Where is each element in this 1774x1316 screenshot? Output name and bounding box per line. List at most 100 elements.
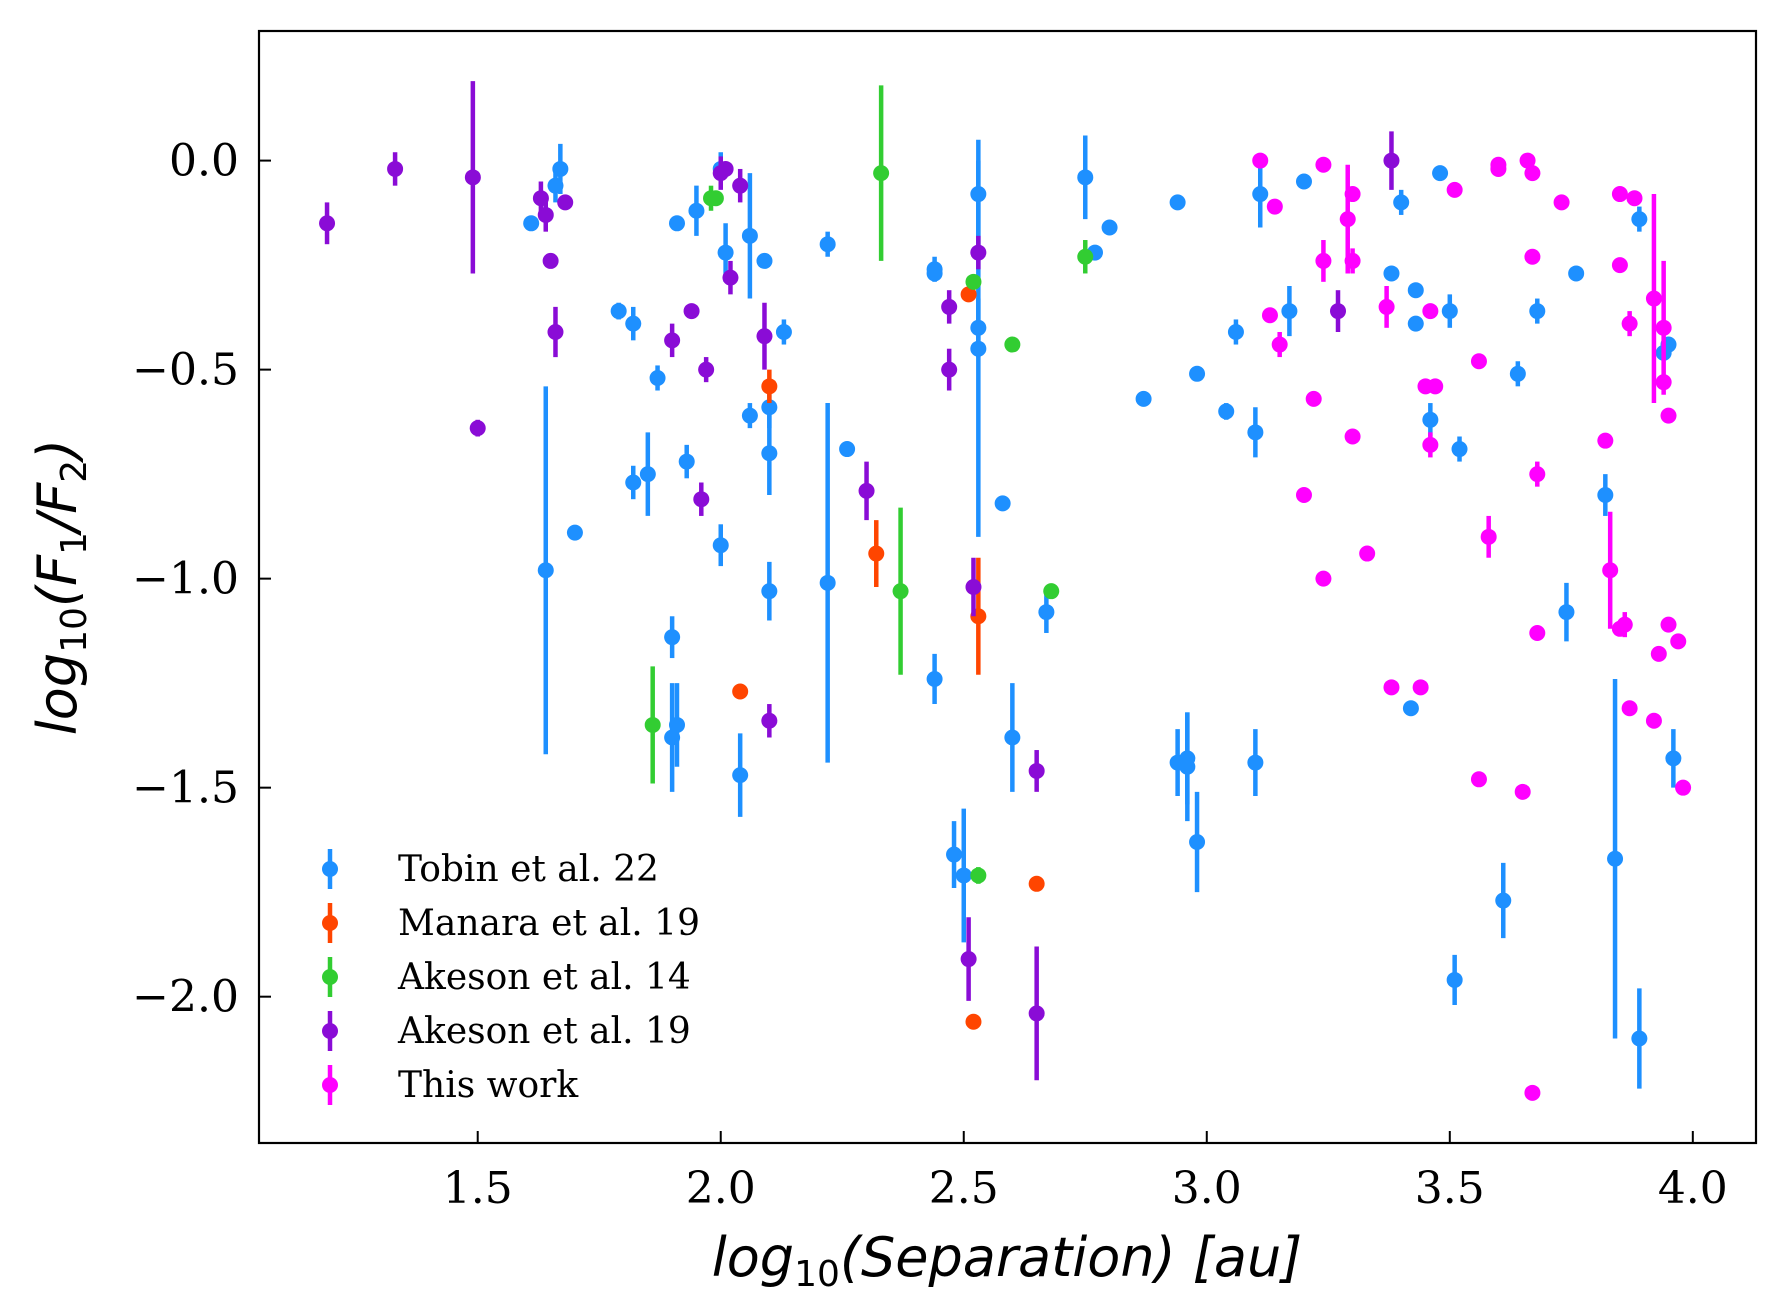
data-point <box>523 215 540 232</box>
data-point <box>761 583 778 600</box>
data-point <box>1616 616 1633 633</box>
data-point <box>1553 194 1570 211</box>
data-point <box>941 361 958 378</box>
data-point <box>1645 290 1662 307</box>
data-point <box>566 524 583 541</box>
data-point <box>1529 303 1546 320</box>
data-point <box>537 562 554 579</box>
data-point <box>668 716 685 733</box>
x-tick-label: 2.5 <box>929 1163 999 1214</box>
data-point <box>1451 441 1468 458</box>
data-point <box>761 712 778 729</box>
data-point <box>1189 834 1206 851</box>
data-point <box>1252 152 1269 169</box>
data-point <box>1295 487 1312 504</box>
data-point <box>1645 712 1662 729</box>
legend-marker <box>322 861 338 877</box>
data-point <box>319 215 336 232</box>
data-point <box>941 298 958 315</box>
data-point <box>1077 169 1094 186</box>
data-point <box>1631 1030 1648 1047</box>
data-point <box>839 441 856 458</box>
data-point <box>1446 181 1463 198</box>
data-point <box>1422 411 1439 428</box>
data-point <box>693 491 710 508</box>
data-point <box>1101 219 1118 236</box>
data-point <box>1490 160 1507 177</box>
data-point <box>1038 604 1055 621</box>
data-point <box>557 194 574 211</box>
x-tick-label: 1.5 <box>443 1163 513 1214</box>
data-point <box>1383 265 1400 282</box>
data-point <box>1480 528 1497 545</box>
data-point <box>1339 211 1356 228</box>
data-point <box>542 252 559 269</box>
data-point <box>960 286 977 303</box>
data-point <box>1597 432 1614 449</box>
data-point <box>1495 892 1512 909</box>
data-point <box>965 579 982 595</box>
data-point <box>873 165 890 182</box>
data-point <box>1675 779 1692 796</box>
data-point <box>678 453 695 470</box>
data-point <box>732 767 749 784</box>
data-point <box>1218 403 1235 420</box>
data-point <box>1004 729 1021 746</box>
data-point <box>1189 365 1206 382</box>
data-point <box>732 683 749 700</box>
legend-label: Akeson et al. 19 <box>397 1011 691 1052</box>
legend-marker <box>322 915 338 931</box>
data-point <box>610 303 627 320</box>
data-point <box>1524 165 1541 182</box>
data-point <box>1558 604 1575 621</box>
legend-marker <box>322 1023 338 1039</box>
series-3 <box>644 85 1094 884</box>
plot-frame <box>257 29 1758 1145</box>
data-point <box>926 265 943 282</box>
data-point <box>1344 252 1361 269</box>
data-point <box>1602 562 1619 579</box>
data-point <box>1407 315 1424 332</box>
x-axis-title: log10(Separation) [au] <box>712 1226 1303 1295</box>
data-point <box>1252 186 1269 203</box>
data-point <box>722 269 739 286</box>
data-point <box>1432 165 1449 182</box>
data-point <box>858 482 875 499</box>
data-point <box>741 227 758 244</box>
data-point <box>756 328 773 345</box>
data-point <box>1670 633 1687 650</box>
data-point <box>1378 298 1395 315</box>
data-point <box>1470 353 1487 370</box>
data-point <box>1135 390 1152 407</box>
data-point <box>664 332 681 349</box>
y-tick-label: −1.5 <box>132 763 239 814</box>
data-point <box>1422 436 1439 453</box>
data-point <box>683 303 700 320</box>
data-point <box>1179 758 1196 775</box>
data-point <box>965 1013 982 1030</box>
legend-marker <box>322 969 338 985</box>
data-point <box>955 867 972 884</box>
data-point <box>1427 378 1444 395</box>
data-point <box>1446 971 1463 988</box>
data-point <box>761 399 778 416</box>
data-point <box>1344 186 1361 203</box>
data-point <box>1315 156 1332 173</box>
data-point <box>1169 194 1186 211</box>
data-point <box>1383 152 1400 169</box>
data-point <box>1383 679 1400 696</box>
legend-label: Manara et al. 19 <box>398 903 700 944</box>
series-1 <box>523 135 1682 1089</box>
series-4 <box>319 81 1400 1081</box>
y-axis-title: log10(F1/F2) <box>26 439 95 735</box>
data-point <box>717 160 734 177</box>
data-point <box>1611 257 1628 274</box>
data-point <box>732 177 749 194</box>
legend-label: Tobin et al. 22 <box>398 849 659 890</box>
data-point <box>1611 186 1628 203</box>
data-point <box>1028 1005 1045 1022</box>
data-point <box>664 629 681 646</box>
data-point <box>892 583 909 600</box>
data-point <box>970 244 987 261</box>
axis-ticks: 1.5 2.0 2.5 3.0 3.5 4.0 0.0 −0.5 −1.0 −1.5 −2.0 <box>132 136 1728 1214</box>
